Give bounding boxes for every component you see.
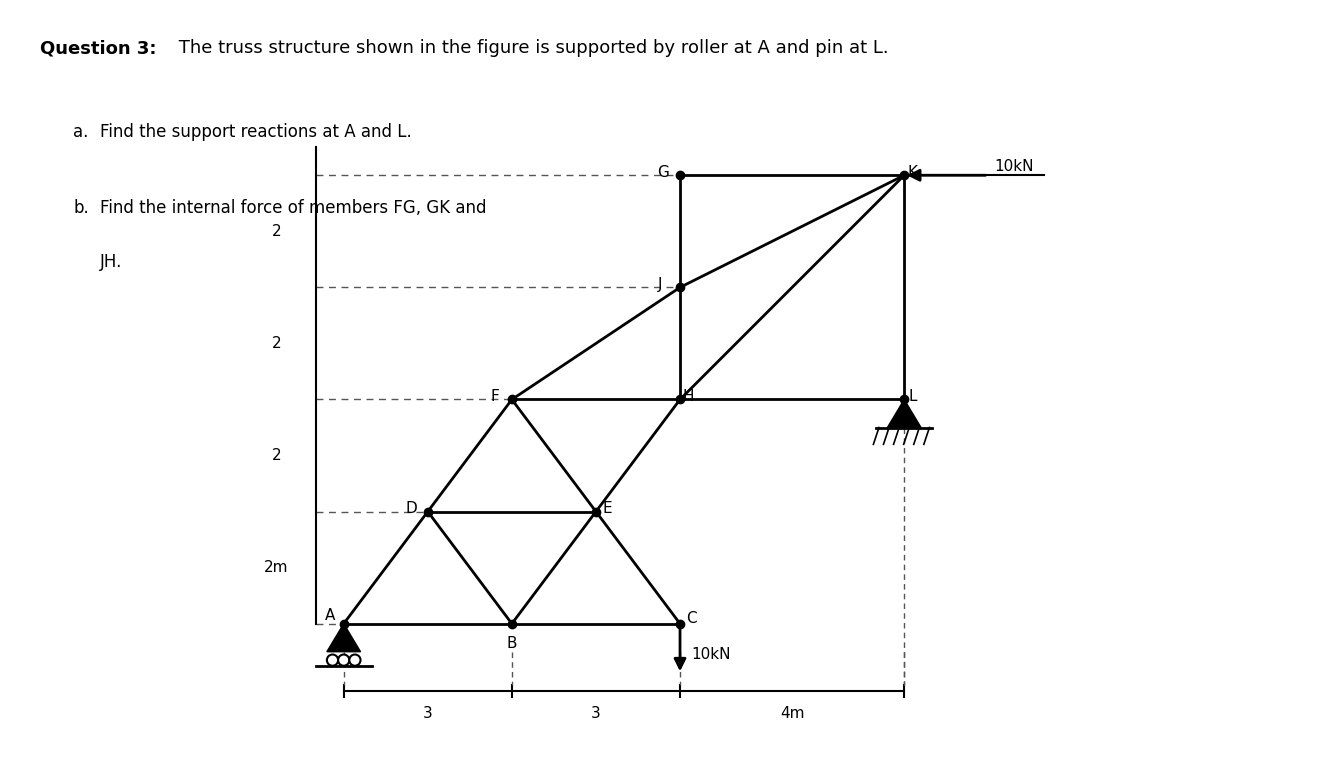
Text: 2: 2: [272, 448, 281, 463]
Text: C: C: [686, 610, 697, 626]
Text: F: F: [490, 389, 500, 404]
Circle shape: [349, 655, 361, 666]
Text: 2m: 2m: [264, 560, 289, 575]
Text: 10kN: 10kN: [994, 159, 1034, 174]
Text: D: D: [405, 501, 417, 517]
Text: b.: b.: [73, 200, 89, 217]
Circle shape: [338, 655, 349, 666]
Text: a.: a.: [73, 123, 89, 141]
Text: E: E: [602, 501, 611, 517]
Polygon shape: [887, 399, 920, 427]
Text: Find the support reactions at A and L.: Find the support reactions at A and L.: [100, 123, 412, 141]
Text: 2: 2: [272, 336, 281, 351]
Text: 3: 3: [591, 706, 601, 721]
Text: The truss structure shown in the figure is supported by roller at A and pin at L: The truss structure shown in the figure …: [173, 40, 888, 57]
Text: G: G: [657, 165, 669, 180]
Text: Find the internal force of members FG, GK and: Find the internal force of members FG, G…: [100, 200, 486, 217]
Text: Question 3:: Question 3:: [40, 40, 156, 57]
Text: K: K: [907, 165, 918, 180]
Text: B: B: [506, 636, 517, 651]
Polygon shape: [326, 623, 361, 652]
Text: L: L: [908, 389, 916, 404]
Text: 10kN: 10kN: [691, 647, 731, 662]
Text: JH.: JH.: [100, 253, 123, 271]
Text: J: J: [658, 277, 662, 292]
Circle shape: [326, 655, 338, 666]
Text: 2: 2: [272, 224, 281, 239]
Text: 4m: 4m: [779, 706, 805, 721]
Text: 3: 3: [422, 706, 433, 721]
Text: H: H: [683, 389, 694, 404]
Text: A: A: [325, 608, 334, 623]
